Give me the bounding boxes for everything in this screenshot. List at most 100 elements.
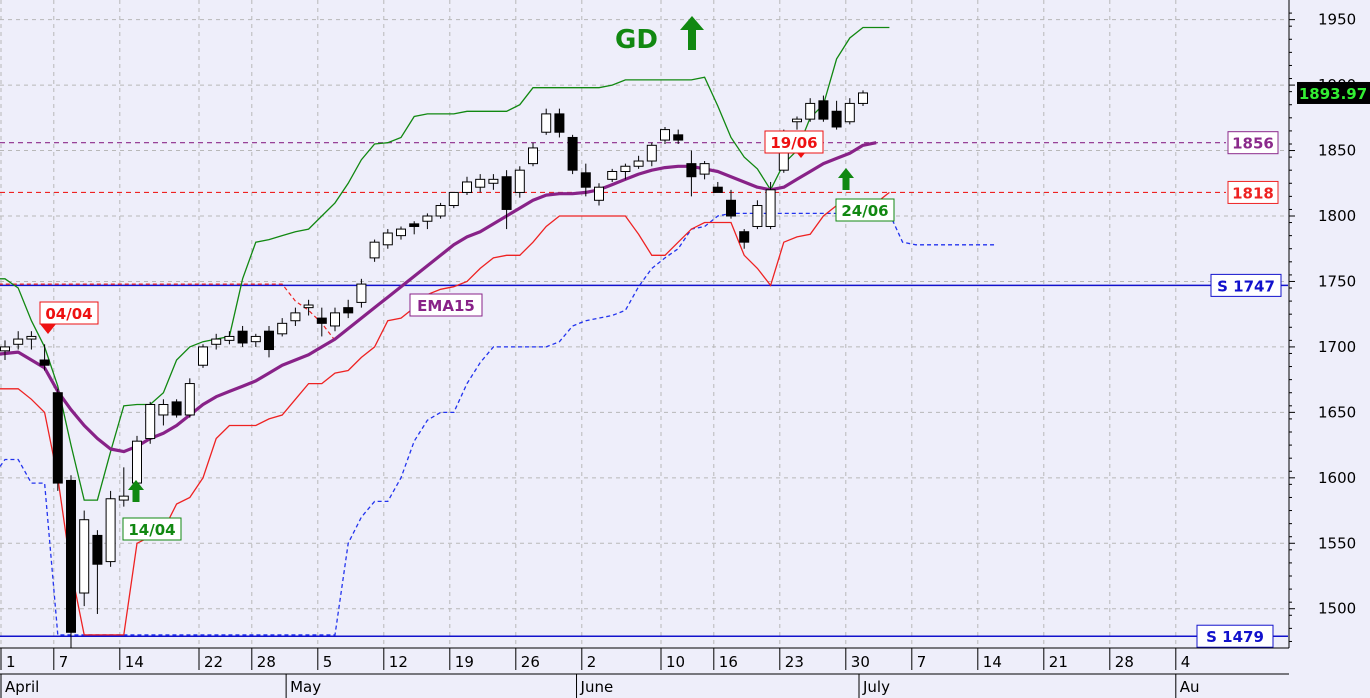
candle-down xyxy=(673,134,684,141)
y-tick-label: 1950 xyxy=(1318,11,1356,29)
candle-up xyxy=(13,338,24,345)
candle-down xyxy=(343,307,354,314)
candle-down xyxy=(580,172,591,188)
horizontal-levels xyxy=(0,142,1288,637)
x-month-label: April xyxy=(5,678,39,696)
candle-up xyxy=(620,165,631,172)
y-tick-label: 1850 xyxy=(1318,142,1356,160)
candle-up xyxy=(752,205,763,227)
candle-down xyxy=(712,186,723,193)
y-tick-label: 1800 xyxy=(1318,207,1356,225)
candle-up xyxy=(303,304,314,309)
level-label-box xyxy=(1196,624,1274,648)
candle-up xyxy=(792,118,802,123)
candle-up xyxy=(528,147,538,165)
candle-up xyxy=(435,205,446,217)
signal-label: 24/06 xyxy=(841,202,888,220)
candle-down xyxy=(316,317,327,324)
x-day-label: 5 xyxy=(323,653,333,671)
signal-arrow-up xyxy=(838,168,854,190)
x-axis: 1 7 14 22 28 5 12 19 26 2 10 16 23 30 7 14 21 28 4 April May… xyxy=(0,647,1370,698)
y-tick-label: 1600 xyxy=(1318,469,1356,487)
candle-down xyxy=(66,479,76,633)
y-tick-label: 1750 xyxy=(1318,272,1356,290)
candle-down xyxy=(726,199,736,217)
x-day-label: 22 xyxy=(204,653,223,671)
level-label: S 1479 xyxy=(1206,628,1264,646)
candle-up xyxy=(184,383,195,416)
overlay-labels: EMA15 GD 1856 1818 S 1747 S 1479 xyxy=(409,16,1282,648)
last-price-label: 1893.97 xyxy=(1299,85,1367,103)
candle-down xyxy=(818,100,829,120)
candle-up xyxy=(132,440,142,484)
x-day-label: 23 xyxy=(785,653,804,671)
y-axis: 1500155016001650170017501800185019001950… xyxy=(1288,0,1370,698)
candle-down xyxy=(686,163,697,178)
candle-down xyxy=(39,359,50,366)
candle-down xyxy=(567,136,578,171)
x-day-label: 26 xyxy=(521,653,540,671)
x-day-label: 12 xyxy=(389,653,408,671)
signal-label-box xyxy=(764,130,824,154)
level-label-box xyxy=(1227,180,1279,204)
candle-up xyxy=(277,322,288,335)
candle-up xyxy=(660,129,670,141)
candle-down xyxy=(52,392,63,484)
x-day-label: 16 xyxy=(719,653,738,671)
x-month-label: May xyxy=(290,678,321,696)
y-tick-label: 1650 xyxy=(1318,403,1356,421)
last-price-box xyxy=(1297,81,1370,104)
x-day-label: 14 xyxy=(125,653,144,671)
ema-label: EMA15 xyxy=(417,297,475,315)
candle-up xyxy=(118,495,129,501)
candle-down xyxy=(554,113,565,133)
candle-up xyxy=(158,404,169,416)
candle-down xyxy=(92,534,103,565)
candle-up xyxy=(858,92,868,104)
candle-up xyxy=(369,241,380,259)
signal-label-box xyxy=(122,517,182,541)
x-day-label: 2 xyxy=(587,653,597,671)
x-day-label: 4 xyxy=(1181,653,1191,671)
y-tick-label: 1500 xyxy=(1318,600,1356,618)
y-axis-panel xyxy=(1288,0,1370,698)
x-month-label: Au xyxy=(1180,678,1200,696)
candle-up xyxy=(594,186,604,201)
trailing-stop-line xyxy=(0,212,995,636)
x-day-label: 7 xyxy=(59,653,69,671)
candle-down xyxy=(831,110,842,128)
candle-up xyxy=(607,170,618,180)
candle-up xyxy=(541,113,552,133)
candle-up xyxy=(475,178,486,188)
x-axis-panel xyxy=(0,648,1370,698)
x-day-label: 14 xyxy=(983,653,1002,671)
candle-up xyxy=(224,335,235,341)
candle-up xyxy=(330,312,340,327)
level-label: S 1747 xyxy=(1217,277,1275,295)
signal-label: 14/04 xyxy=(128,521,175,539)
candle-up xyxy=(699,163,710,175)
candle-up xyxy=(514,169,525,193)
candle-up xyxy=(765,189,776,227)
x-day-label: 7 xyxy=(917,653,927,671)
level-label: 1818 xyxy=(1232,184,1274,202)
candle-up xyxy=(448,191,459,207)
candle-up xyxy=(211,338,222,345)
trend-label: GD xyxy=(615,25,658,55)
candle-up xyxy=(844,102,855,123)
signal-label-box xyxy=(39,301,99,325)
level-label-box xyxy=(1227,131,1279,155)
candle-down xyxy=(237,330,248,344)
level-label-box xyxy=(1210,273,1282,297)
signal-markers: 04/04 14/04 19/06 24/06 xyxy=(39,130,895,541)
candle-up xyxy=(26,335,37,340)
candle-up xyxy=(0,346,10,352)
candle-up xyxy=(79,519,90,594)
candle-up xyxy=(633,160,644,167)
candle-up xyxy=(396,228,406,237)
candle-up xyxy=(105,498,116,563)
y-tick-label: 1550 xyxy=(1318,534,1356,552)
signal-label: 19/06 xyxy=(770,134,817,152)
candle-up xyxy=(488,178,499,184)
candle-down xyxy=(739,231,750,243)
